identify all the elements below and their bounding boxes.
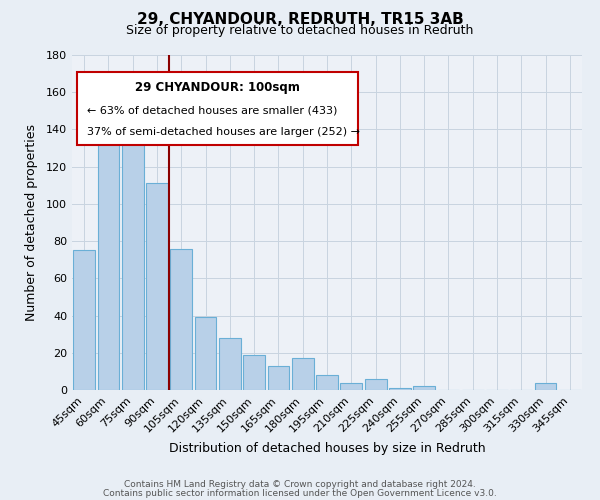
X-axis label: Distribution of detached houses by size in Redruth: Distribution of detached houses by size … (169, 442, 485, 455)
FancyBboxPatch shape (77, 72, 358, 146)
Text: 29, CHYANDOUR, REDRUTH, TR15 3AB: 29, CHYANDOUR, REDRUTH, TR15 3AB (137, 12, 463, 28)
Bar (243, 354, 265, 390)
Text: 29 CHYANDOUR: 100sqm: 29 CHYANDOUR: 100sqm (135, 82, 300, 94)
Bar (146, 184, 168, 390)
Bar (170, 248, 192, 390)
Text: 37% of semi-detached houses are larger (252) →: 37% of semi-detached houses are larger (… (88, 127, 360, 137)
Bar (365, 379, 386, 390)
Bar (535, 382, 556, 390)
Bar (292, 358, 314, 390)
Bar (73, 250, 95, 390)
Text: Contains HM Land Registry data © Crown copyright and database right 2024.: Contains HM Land Registry data © Crown c… (124, 480, 476, 489)
Bar (389, 388, 411, 390)
Bar (194, 318, 217, 390)
Bar (413, 386, 435, 390)
Text: Contains public sector information licensed under the Open Government Licence v3: Contains public sector information licen… (103, 488, 497, 498)
Bar (97, 122, 119, 390)
Bar (219, 338, 241, 390)
Bar (122, 118, 143, 390)
Bar (268, 366, 289, 390)
Y-axis label: Number of detached properties: Number of detached properties (25, 124, 38, 321)
Text: ← 63% of detached houses are smaller (433): ← 63% of detached houses are smaller (43… (88, 105, 338, 115)
Bar (340, 382, 362, 390)
Text: Size of property relative to detached houses in Redruth: Size of property relative to detached ho… (127, 24, 473, 37)
Bar (316, 375, 338, 390)
